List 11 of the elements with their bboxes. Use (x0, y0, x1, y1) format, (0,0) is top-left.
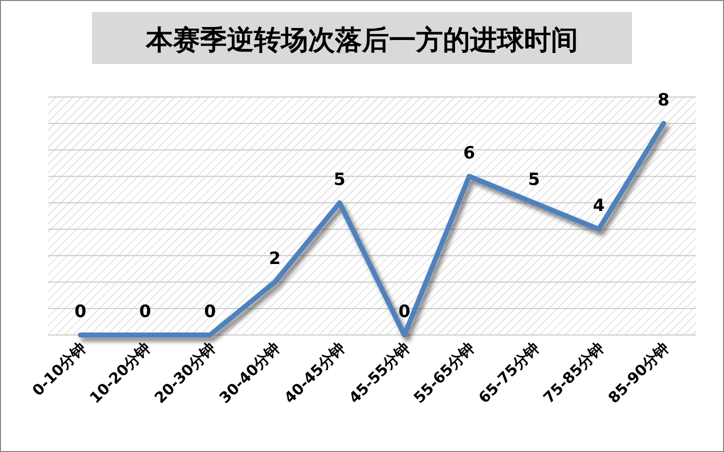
data-label: 0 (398, 302, 410, 322)
data-label: 5 (528, 170, 540, 190)
data-label: 0 (74, 302, 86, 322)
data-label: 2 (268, 249, 281, 270)
chart-title: 本赛季逆转场次落后一方的进球时间 (145, 25, 578, 56)
data-label: 6 (463, 143, 476, 164)
data-label: 4 (592, 196, 605, 216)
data-label: 0 (139, 302, 152, 322)
data-label: 5 (334, 170, 346, 190)
data-label: 8 (658, 90, 670, 110)
data-label: 0 (204, 302, 216, 322)
